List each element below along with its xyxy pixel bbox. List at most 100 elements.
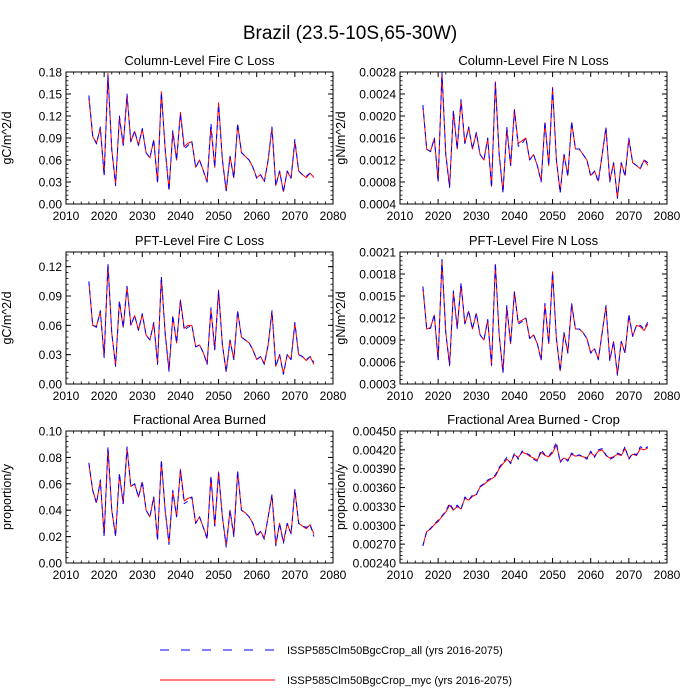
y-tick-label: 0.04 <box>39 504 63 518</box>
x-tick-label: 2060 <box>243 209 270 223</box>
series-line-all <box>422 258 649 376</box>
y-axis-label: gN/m^2/d <box>334 291 348 344</box>
y-tick-label: 0.18 <box>39 66 63 80</box>
x-tick-label: 2020 <box>425 209 452 223</box>
x-tick-label: 2010 <box>387 209 414 223</box>
x-tick-label: 2060 <box>243 568 270 582</box>
y-tick-label: 0.10 <box>39 425 63 439</box>
y-tick-label: 0.00270 <box>353 538 397 552</box>
y-tick-label: 0.00390 <box>353 462 397 476</box>
x-tick-label: 2020 <box>91 209 118 223</box>
y-tick-label: 0.0024 <box>359 88 396 102</box>
y-tick-label: 0.09 <box>39 290 63 304</box>
y-tick-label: 0.03 <box>39 176 63 190</box>
chart-panel: Column-Level Fire N Loss gN/m^2/d 2010 2020… <box>334 53 681 223</box>
x-tick-label: 2070 <box>616 209 643 223</box>
x-tick-label: 2070 <box>282 568 309 582</box>
x-tick-label: 2070 <box>616 389 643 403</box>
plot-frame <box>65 71 334 205</box>
y-tick-label: 0.0018 <box>359 268 396 282</box>
x-tick-label: 2030 <box>463 389 490 403</box>
panel-title: PFT-Level Fire C Loss <box>135 233 265 248</box>
y-tick-label: 0.0021 <box>359 246 396 260</box>
y-tick-label: 0.0028 <box>359 66 396 80</box>
y-tick-label: 0.02 <box>39 530 63 544</box>
x-tick-label: 2010 <box>387 389 414 403</box>
x-tick-label: 2030 <box>129 209 156 223</box>
y-tick-label: 0.00 <box>39 557 63 571</box>
y-tick-label: 0.12 <box>39 110 63 124</box>
series-line-myc <box>422 444 649 546</box>
y-tick-label: 0.00330 <box>353 500 397 514</box>
y-tick-label: 0.00360 <box>353 481 397 495</box>
x-tick-label: 2080 <box>320 389 347 403</box>
x-tick-label: 2080 <box>320 209 347 223</box>
x-tick-label: 2030 <box>129 568 156 582</box>
series-line-all <box>88 75 315 193</box>
plot-frame <box>65 430 334 564</box>
y-tick-label: 0.0006 <box>359 356 396 370</box>
x-tick-label: 2010 <box>53 389 80 403</box>
y-tick-label: 0.00300 <box>353 519 397 533</box>
series-line-all <box>422 71 649 199</box>
x-tick-label: 2080 <box>320 568 347 582</box>
plot-frame <box>65 251 334 385</box>
y-tick-label: 0.0012 <box>359 312 396 326</box>
series-line-myc <box>422 260 649 375</box>
x-tick-label: 2050 <box>205 568 232 582</box>
x-tick-label: 2040 <box>501 209 528 223</box>
y-tick-label: 0.00420 <box>353 443 397 457</box>
y-tick-label: 0.09 <box>39 132 63 146</box>
chart-panel: PFT-Level Fire C Loss gC/m^2/d 2010 2020 203… <box>0 233 347 403</box>
x-tick-label: 2060 <box>577 209 604 223</box>
y-tick-label: 0.15 <box>39 88 63 102</box>
y-tick-label: 0.06 <box>39 154 63 168</box>
x-tick-label: 2050 <box>205 209 232 223</box>
x-tick-label: 2080 <box>654 209 681 223</box>
y-axis-label: proportion/y <box>0 463 14 530</box>
y-tick-label: 0.08 <box>39 451 63 465</box>
y-axis-label: gC/m^2/d <box>0 291 14 344</box>
y-tick-label: 0.0012 <box>359 154 396 168</box>
series-line-all <box>88 263 315 375</box>
x-tick-label: 2070 <box>282 389 309 403</box>
y-tick-label: 0.06 <box>39 477 63 491</box>
chart-panel: Fractional Area Burned - Crop proportion/… <box>334 412 681 582</box>
plot-frame <box>399 71 668 205</box>
x-tick-label: 2030 <box>129 389 156 403</box>
x-tick-label: 2070 <box>282 209 309 223</box>
y-tick-label: 0.0003 <box>359 378 396 392</box>
series-line-myc <box>422 72 649 198</box>
y-tick-label: 0.0015 <box>359 290 396 304</box>
y-axis-label: gN/m^2/d <box>334 111 348 164</box>
x-tick-label: 2040 <box>167 209 194 223</box>
y-axis-label: gC/m^2/d <box>0 111 14 164</box>
x-tick-label: 2050 <box>539 209 566 223</box>
y-tick-label: 0.12 <box>39 260 63 274</box>
y-tick-label: 0.00 <box>39 378 63 392</box>
y-tick-label: 0.00 <box>39 198 63 212</box>
x-tick-label: 2060 <box>577 389 604 403</box>
x-tick-label: 2030 <box>463 209 490 223</box>
legend-label-myc: ISSP585Clm50BgcCrop_myc (yrs 2016-2075) <box>287 675 512 687</box>
x-tick-label: 2050 <box>539 568 566 582</box>
series-line-myc <box>88 72 315 193</box>
x-tick-label: 2010 <box>53 568 80 582</box>
legend-label-all: ISSP585Clm50BgcCrop_all (yrs 2016-2075) <box>287 645 503 657</box>
y-tick-label: 0.0020 <box>359 110 396 124</box>
panel-title: PFT-Level Fire N Loss <box>469 233 599 248</box>
x-tick-label: 2010 <box>53 209 80 223</box>
panel-title: Column-Level Fire N Loss <box>458 53 609 68</box>
x-tick-label: 2060 <box>243 389 270 403</box>
legend: ISSP585Clm50BgcCrop_all (yrs 2016-2075) … <box>160 645 512 687</box>
x-tick-label: 2040 <box>167 389 194 403</box>
chart-panel: PFT-Level Fire N Loss gN/m^2/d 2010 2020 203… <box>334 233 681 403</box>
x-tick-label: 2010 <box>387 568 414 582</box>
y-axis-label: proportion/y <box>334 463 348 530</box>
x-tick-label: 2050 <box>539 389 566 403</box>
chart-panel: Fractional Area Burned proportion/y 2010 20… <box>0 412 347 582</box>
chart-panel: Column-Level Fire C Loss gC/m^2/d 2010 2020… <box>0 53 347 223</box>
x-tick-label: 2070 <box>616 568 643 582</box>
series-line-all <box>422 441 649 547</box>
